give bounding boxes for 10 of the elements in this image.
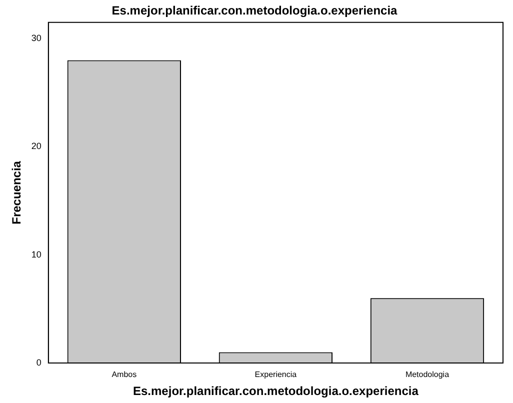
x-tick-label: Metodologia [405, 370, 450, 380]
x-tick-label: Ambos [112, 370, 137, 380]
x-axis-title: Es.mejor.planificar.con.metodologia.o.experiencia [132, 384, 419, 398]
y-tick-label: 10 [31, 249, 42, 260]
y-tick-label: 20 [31, 141, 42, 152]
y-tick-label: 30 [31, 33, 42, 44]
chart-title: Es.mejor.planificar.con.metodologia.o.experiencia [112, 4, 398, 18]
x-tick-label: Experiencia [254, 370, 298, 380]
y-tick-label: 0 [36, 357, 42, 368]
y-axis-title: Frecuencia [10, 160, 24, 224]
